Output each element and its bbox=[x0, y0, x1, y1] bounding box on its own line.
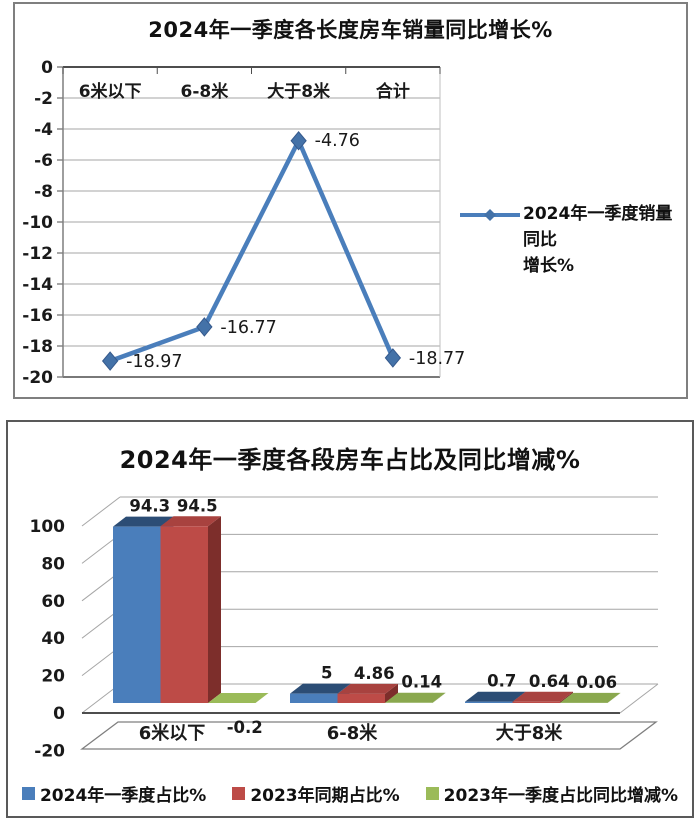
y-tick-label: -20 bbox=[34, 741, 65, 761]
category-label: 6米以下 bbox=[139, 722, 206, 744]
line-series bbox=[107, 138, 396, 364]
category-label: 大于8米 bbox=[267, 81, 331, 102]
y-tick-label: -12 bbox=[22, 244, 53, 264]
y-tick-label: -20 bbox=[22, 368, 53, 388]
legend-label: 2024年一季度占比% bbox=[39, 786, 207, 806]
line-chart-title: 2024年一季度各长度房车销量同比增长% bbox=[148, 18, 553, 42]
bar-front-face bbox=[160, 526, 208, 703]
y-tick-label: -10 bbox=[22, 213, 53, 233]
bar-chart-title: 2024年一季度各段房车占比及同比增减% bbox=[119, 446, 581, 474]
legend-color-swatch bbox=[232, 787, 246, 800]
bar-top-face bbox=[385, 692, 446, 703]
wall-diagonal bbox=[81, 496, 121, 527]
bar-data-label: 4.86 bbox=[354, 664, 395, 683]
bar-top-face bbox=[560, 692, 621, 703]
bar-side-face bbox=[607, 692, 621, 703]
data-point-label: -18.97 bbox=[126, 352, 182, 372]
legend-line-diamond-icon bbox=[460, 209, 520, 221]
legend-series-label: 2024年一季度销量同比 增长% bbox=[523, 201, 681, 279]
bar-top-face bbox=[465, 691, 526, 702]
y-tick-label: 0 bbox=[41, 58, 53, 78]
legend-item: 2023年一季度占比同比增减% bbox=[425, 781, 679, 806]
y-tick-label: 0 bbox=[53, 704, 65, 724]
bar-front-face bbox=[290, 693, 338, 703]
legend-item: 2024年一季度占比% bbox=[21, 781, 207, 806]
y-tick-label: -6 bbox=[34, 151, 53, 171]
bar-chart-plot: 100 80 60 40 20 0 -20 6米以下 6-8米 大于8米 94.3 94.5 -0.2 5… bbox=[30, 496, 659, 761]
line-chart-plot: 0 -2 -4 -6 -8 -10 -12 -14 -16 -18 -20 6米以下 6-8米 大于8米 合… bbox=[22, 58, 465, 388]
data-point-label: -16.77 bbox=[220, 318, 276, 338]
category-band bbox=[80, 721, 658, 750]
bar-data-label: 94.3 bbox=[129, 497, 170, 516]
bar-top-face bbox=[113, 516, 174, 527]
bar-front-face bbox=[113, 526, 161, 703]
bar-data-label: -0.2 bbox=[227, 718, 263, 737]
bar-top-face bbox=[208, 693, 269, 703]
y-tick-label: -18 bbox=[22, 337, 53, 357]
bar-top-face bbox=[290, 683, 351, 694]
category-label: 6-8米 bbox=[327, 722, 379, 744]
bar-data-label: 0.14 bbox=[401, 673, 442, 692]
bar-data-label: 5 bbox=[321, 664, 332, 683]
data-point-label: -18.77 bbox=[409, 349, 465, 369]
bar-side-face bbox=[432, 692, 446, 703]
y-tick-label: 60 bbox=[41, 592, 65, 612]
data-point-marker bbox=[101, 351, 119, 371]
bar-front-face bbox=[465, 701, 513, 703]
legend-color-swatch bbox=[425, 787, 439, 800]
bar-data-label: 94.5 bbox=[177, 496, 218, 515]
legend-color-swatch bbox=[21, 787, 35, 800]
y-tick-label: -16 bbox=[22, 306, 53, 326]
category-label: 6-8米 bbox=[181, 81, 230, 102]
y-tick-label: -8 bbox=[34, 182, 53, 202]
y-tick-label: -4 bbox=[34, 120, 53, 140]
y-tick-label: -14 bbox=[22, 275, 53, 295]
bar-data-label: 0.64 bbox=[529, 672, 570, 691]
line-chart-panel: 2024年一季度各长度房车销量同比增长% 0 -2 -4 -6 -8 -10 -12 -14 -… bbox=[13, 2, 688, 399]
floor-right-slant bbox=[619, 683, 659, 714]
legend-line-1: 2024年一季度销量同比 bbox=[523, 204, 673, 250]
legend-label: 2023年同期占比% bbox=[250, 786, 400, 806]
category-label: 6米以下 bbox=[79, 81, 142, 102]
data-point-marker bbox=[290, 130, 307, 151]
y-tick-label: 100 bbox=[30, 517, 66, 537]
legend-item: 2023年同期占比% bbox=[232, 781, 400, 806]
y-tick-label: 20 bbox=[41, 667, 65, 687]
bar-side-face bbox=[208, 516, 221, 703]
line-chart-legend: 2024年一季度销量同比 增长% bbox=[459, 201, 681, 279]
y-tick-label: -2 bbox=[34, 89, 53, 109]
bar-top-face bbox=[337, 683, 398, 694]
bar-front-face bbox=[337, 693, 385, 703]
y-tick-label: 80 bbox=[41, 554, 65, 574]
bar-chart-panel: 2024年一季度各段房车占比及同比增减% 100 80 60 40 20 0 -20 6米以下… bbox=[6, 420, 694, 818]
category-label: 大于8米 bbox=[496, 722, 564, 744]
data-point-label: -4.76 bbox=[315, 131, 360, 151]
category-label: 合计 bbox=[376, 81, 410, 102]
data-point-marker bbox=[196, 317, 213, 337]
bar-front-face bbox=[512, 701, 560, 703]
legend-label: 2023年一季度占比同比增减% bbox=[443, 786, 679, 806]
bar-side-face bbox=[385, 683, 398, 703]
bar-chart-legend: 2024年一季度占比% 2023年同期占比% 2023年一季度占比同比增减% bbox=[8, 781, 692, 806]
bar-data-label: 0.7 bbox=[487, 672, 516, 691]
bar-side-face bbox=[560, 691, 573, 703]
y-tick-label: 40 bbox=[41, 629, 65, 649]
data-point-marker bbox=[384, 348, 402, 368]
bar-top-face bbox=[512, 691, 573, 702]
bar-top-face bbox=[160, 516, 221, 527]
bar-data-label: 0.06 bbox=[576, 673, 617, 692]
legend-line-2: 增长% bbox=[523, 256, 575, 276]
